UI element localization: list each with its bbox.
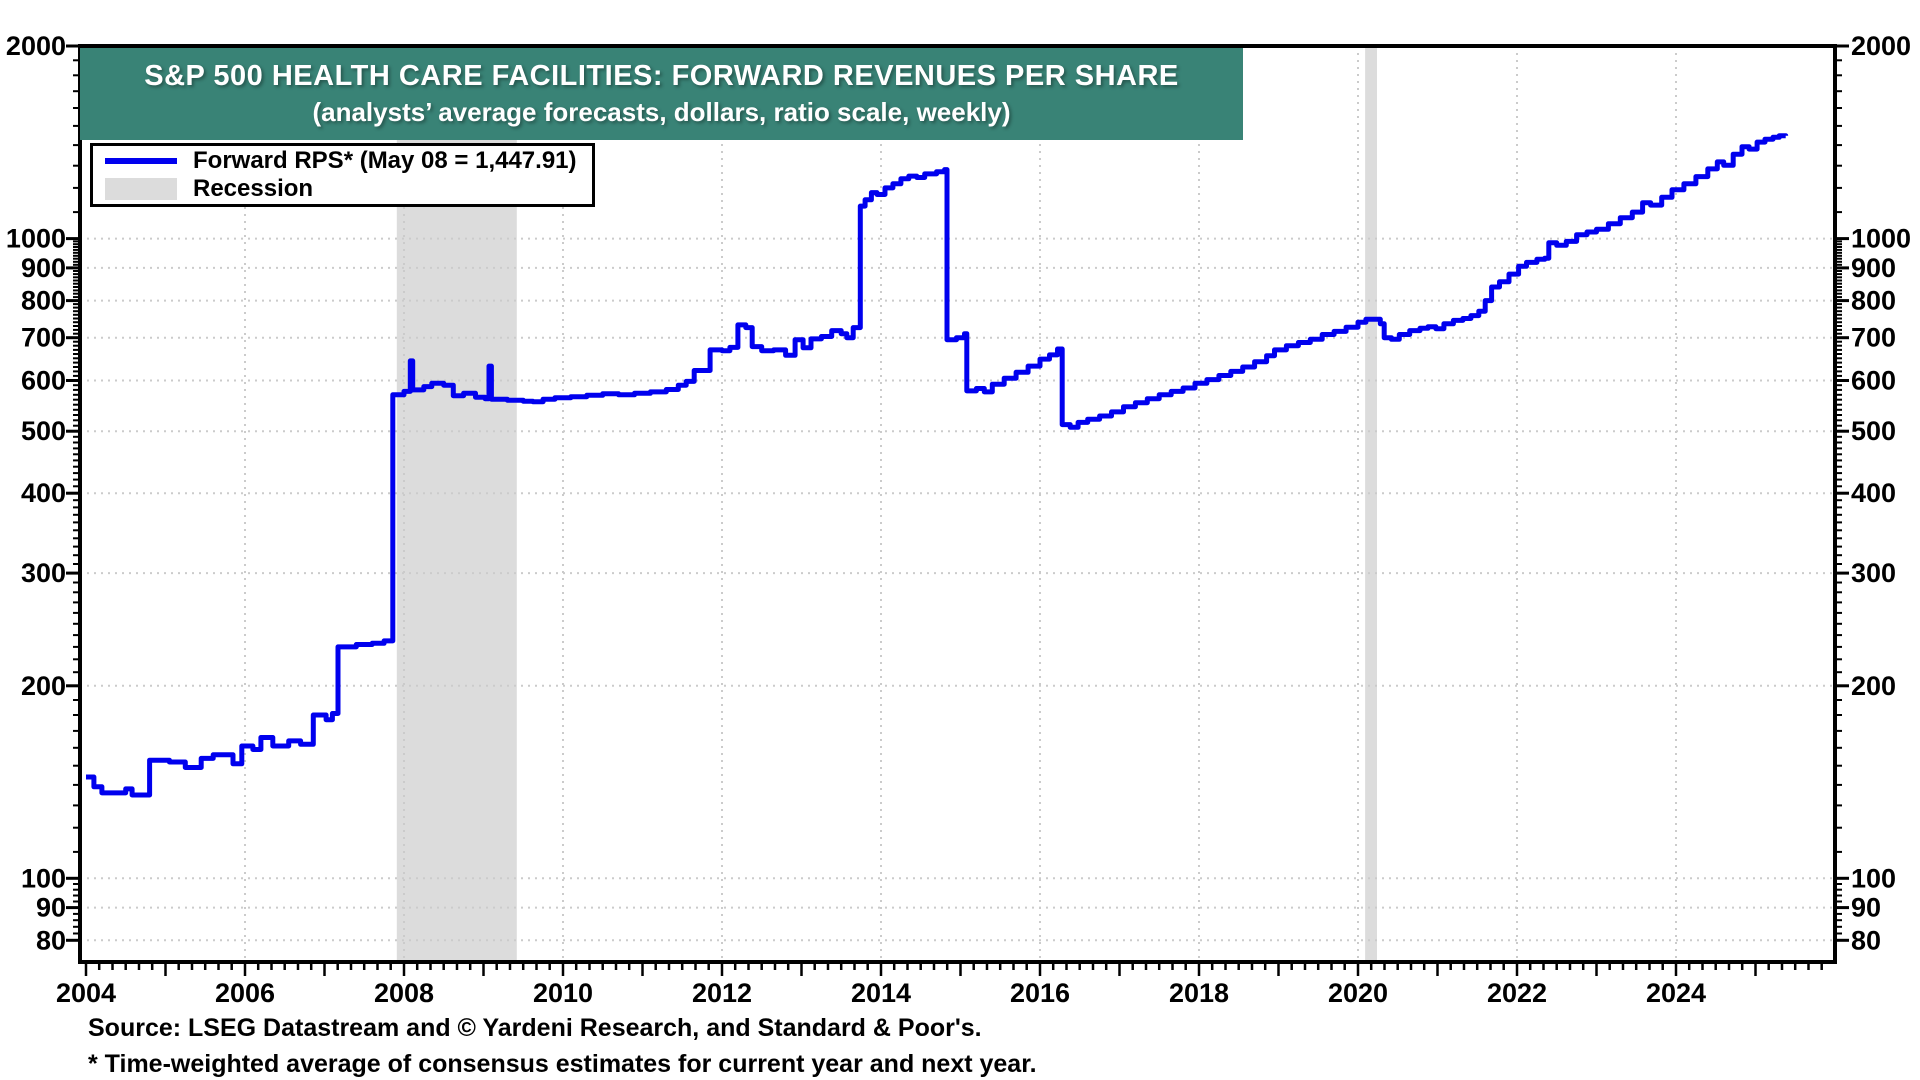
legend-box: Forward RPS* (May 08 = 1,447.91) Recessi… bbox=[90, 143, 595, 207]
y-tick-label-left: 1000 bbox=[6, 224, 66, 254]
y-tick-label-right: 90 bbox=[1851, 893, 1881, 923]
source-text: Source: LSEG Datastream and © Yardeni Re… bbox=[88, 1014, 982, 1042]
y-major-ticks bbox=[66, 44, 1849, 942]
chart-subtitle: (analysts’ average forecasts, dollars, r… bbox=[312, 97, 1011, 127]
h-gridlines bbox=[80, 237, 1835, 942]
legend-label: Forward RPS* (May 08 = 1,447.91) bbox=[193, 147, 577, 174]
y-tick-label-right: 400 bbox=[1851, 478, 1896, 508]
y-tick-label-left: 80 bbox=[36, 925, 66, 955]
y-tick-label-left: 700 bbox=[21, 323, 66, 353]
recession-band bbox=[1365, 46, 1377, 962]
x-tick-label: 2016 bbox=[1010, 978, 1070, 1008]
y-tick-label-right: 1000 bbox=[1851, 224, 1911, 254]
y-tick-label-left: 400 bbox=[21, 478, 66, 508]
x-tick-label: 2012 bbox=[692, 978, 752, 1008]
y-tick-label-left: 300 bbox=[21, 558, 66, 588]
legend-item-recession: Recession bbox=[105, 175, 592, 202]
y-tick-label-right: 2000 bbox=[1851, 31, 1911, 61]
y-tick-label-right: 900 bbox=[1851, 253, 1896, 283]
y-tick-label-right: 500 bbox=[1851, 416, 1896, 446]
x-tick-label: 2014 bbox=[851, 978, 911, 1008]
x-tick-label: 2010 bbox=[533, 978, 593, 1008]
chart-title: S&P 500 HEALTH CARE FACILITIES: FORWARD … bbox=[144, 60, 1179, 92]
y-tick-label-right: 300 bbox=[1851, 558, 1896, 588]
y-tick-label-left: 500 bbox=[21, 416, 66, 446]
legend-recession-swatch bbox=[105, 178, 177, 200]
legend-line-swatch bbox=[105, 158, 177, 164]
plot-frame bbox=[78, 44, 1837, 964]
x-ticks bbox=[84, 962, 1823, 976]
y-tick-label-left: 90 bbox=[36, 893, 66, 923]
y-tick-label-right: 700 bbox=[1851, 323, 1896, 353]
x-tick-label: 2004 bbox=[56, 978, 116, 1008]
y-tick-label-left: 200 bbox=[21, 671, 66, 701]
y-tick-label-left: 100 bbox=[21, 863, 66, 893]
x-tick-label: 2018 bbox=[1169, 978, 1229, 1008]
x-tick-label: 2020 bbox=[1328, 978, 1388, 1008]
x-tick-label: 2022 bbox=[1487, 978, 1547, 1008]
y-tick-label-right: 600 bbox=[1851, 366, 1896, 396]
x-tick-label: 2006 bbox=[215, 978, 275, 1008]
y-tick-label-left: 600 bbox=[21, 366, 66, 396]
x-tick-label: 2008 bbox=[374, 978, 434, 1008]
chart-title-banner: S&P 500 HEALTH CARE FACILITIES: FORWARD … bbox=[80, 48, 1243, 140]
y-tick-label-left: 900 bbox=[21, 253, 66, 283]
legend-label: Recession bbox=[193, 175, 314, 202]
y-tick-label-right: 80 bbox=[1851, 925, 1881, 955]
x-tick-label: 2024 bbox=[1646, 978, 1706, 1008]
x-axis-labels: 2004 2006 2008 2010 2012 2014 2016 2018 2020 2022… bbox=[56, 978, 1706, 1008]
footnote-text: * Time-weighted average of consensus est… bbox=[88, 1050, 1037, 1078]
y-tick-label-right: 100 bbox=[1851, 863, 1896, 893]
forward-rps-line bbox=[86, 133, 1789, 798]
y-tick-label-left: 2000 bbox=[6, 31, 66, 61]
v-gridlines bbox=[244, 46, 1677, 962]
legend-item-forward-rps: Forward RPS* (May 08 = 1,447.91) bbox=[105, 147, 592, 174]
y-tick-label-left: 800 bbox=[21, 286, 66, 316]
y-tick-label-right: 200 bbox=[1851, 671, 1896, 701]
y-tick-label-right: 800 bbox=[1851, 286, 1896, 316]
